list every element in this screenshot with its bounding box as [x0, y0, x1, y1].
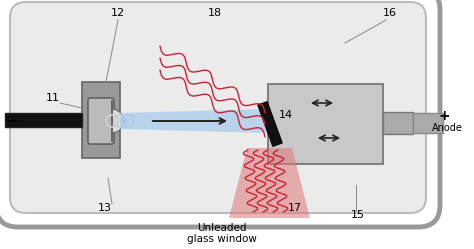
- Text: 18: 18: [208, 8, 222, 18]
- Text: Anode: Anode: [431, 123, 463, 133]
- Text: Unleaded: Unleaded: [197, 223, 247, 233]
- Text: 16: 16: [383, 8, 397, 18]
- Polygon shape: [258, 102, 282, 146]
- Text: 17: 17: [288, 203, 302, 213]
- Text: +: +: [438, 109, 450, 123]
- Text: 11: 11: [46, 93, 60, 103]
- FancyBboxPatch shape: [0, 0, 440, 227]
- Text: −: −: [8, 113, 19, 127]
- Text: 15: 15: [351, 210, 365, 220]
- Text: 14: 14: [279, 110, 293, 120]
- Polygon shape: [229, 148, 310, 218]
- Text: 12: 12: [111, 8, 125, 18]
- Bar: [383, 112, 413, 134]
- Polygon shape: [120, 109, 268, 133]
- Text: 13: 13: [98, 203, 112, 213]
- Bar: [5, 113, 82, 127]
- Bar: [413, 113, 443, 133]
- FancyBboxPatch shape: [10, 2, 426, 213]
- Text: glass window: glass window: [187, 234, 257, 244]
- Bar: [268, 84, 383, 164]
- FancyBboxPatch shape: [88, 98, 114, 144]
- Bar: [82, 82, 120, 158]
- Polygon shape: [112, 100, 124, 142]
